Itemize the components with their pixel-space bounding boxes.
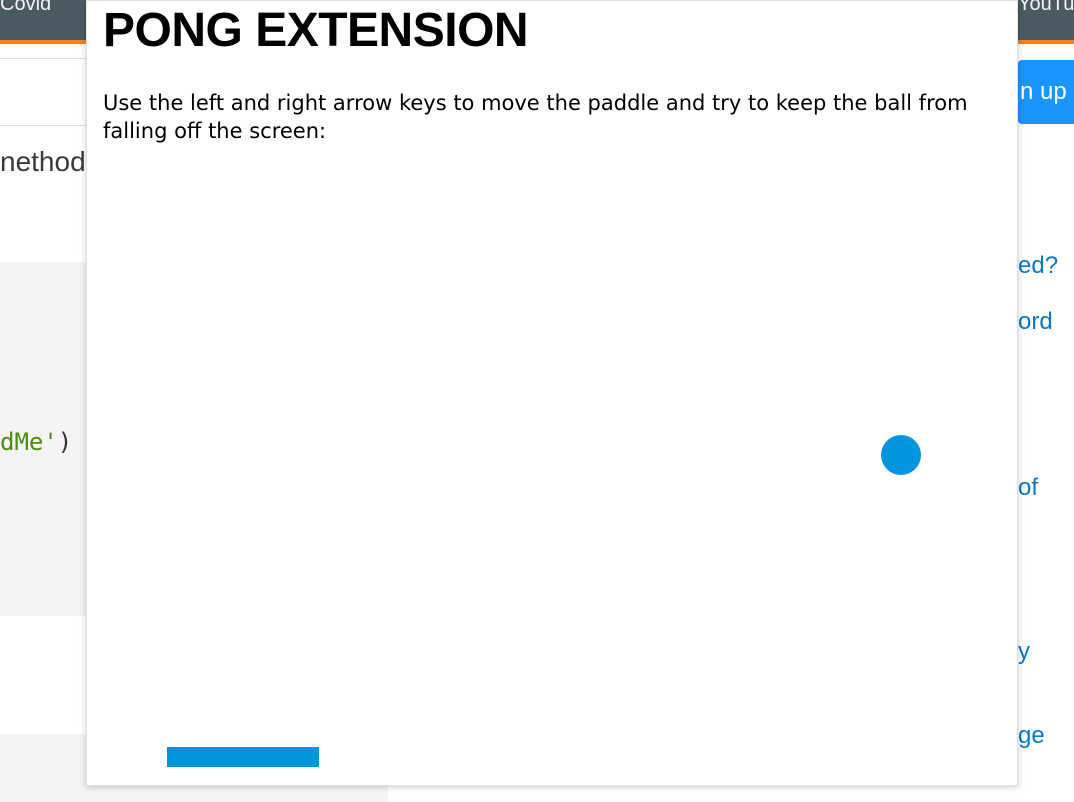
- code-line-fragment: dMe'): [0, 428, 72, 456]
- code-string-fragment: dMe': [0, 428, 58, 456]
- sidebar-link[interactable]: y: [1018, 638, 1030, 665]
- popup-title: PONG EXTENSION: [103, 4, 529, 57]
- search-bar-area[interactable]: [0, 58, 86, 126]
- sidebar-link[interactable]: of: [1018, 474, 1039, 501]
- pong-extension-popup: PONG EXTENSION Use the left and right ar…: [86, 0, 1018, 786]
- game-instructions: Use the left and right arrow keys to mov…: [103, 91, 968, 143]
- pong-ball: [881, 435, 921, 475]
- signup-button[interactable]: n up: [1018, 60, 1074, 124]
- pong-game-canvas[interactable]: [103, 151, 1003, 767]
- sidebar-link[interactable]: ge: [1018, 722, 1045, 749]
- article-text-fragment: nethod: [0, 146, 86, 177]
- top-nav-link-youtube[interactable]: YouTu: [1018, 0, 1074, 15]
- code-punctuation: ): [57, 428, 73, 456]
- sidebar-link[interactable]: ord: [1018, 308, 1053, 335]
- sidebar-link[interactable]: ed?: [1018, 252, 1059, 279]
- top-nav-link-covid[interactable]: Covid: [0, 0, 52, 15]
- pong-paddle[interactable]: [167, 747, 319, 767]
